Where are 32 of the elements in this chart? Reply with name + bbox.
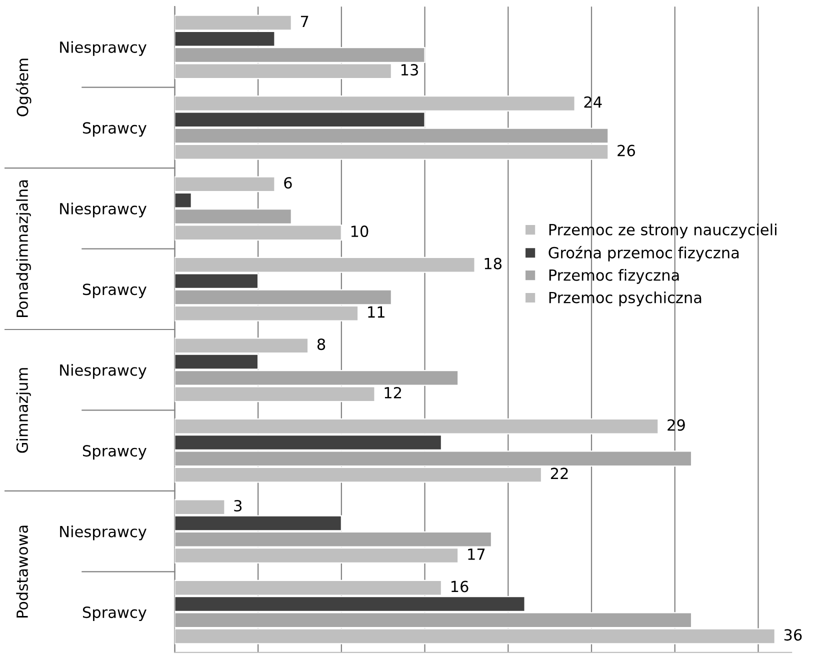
data-label: 26	[618, 144, 635, 156]
data-label: 18	[484, 258, 502, 270]
data-label: 29	[668, 419, 685, 431]
y-tick-label: Sprawcy	[82, 606, 146, 622]
text: Ponadgimnazjalna	[16, 180, 31, 318]
legend-label: Przemoc fizyczna	[549, 269, 679, 284]
y-tick-label: Sprawcy	[82, 445, 146, 460]
data-label: 36	[784, 629, 802, 641]
data-label: 6	[284, 177, 292, 189]
data-label: 24	[584, 96, 602, 108]
y-tick-label: Niesprawcy	[60, 526, 146, 540]
data-label: 17	[468, 548, 485, 560]
y-tick-label: Sprawcy	[82, 284, 146, 298]
data-label: 3	[234, 500, 242, 512]
y-tick-label: Niesprawcy	[60, 202, 146, 218]
data-label: 11	[368, 306, 384, 318]
data-label: 22	[550, 468, 568, 480]
legend-label: Przemoc psychiczna	[549, 291, 702, 306]
data-label: 16	[451, 580, 468, 592]
data-label: 12	[384, 386, 402, 398]
data-label: 8	[317, 338, 326, 350]
legend-label: Groźna przemoc fizyczna	[548, 246, 739, 262]
y-tick-label: Niesprawcy	[60, 41, 146, 56]
y-tick-label: Sprawcy	[82, 122, 146, 137]
y-tick-label: Niesprawcy	[60, 364, 146, 379]
text: Ogółem	[16, 58, 32, 116]
data-label: 7	[301, 16, 308, 27]
data-label: 13	[401, 64, 418, 76]
text: Podstawowa	[16, 526, 28, 618]
legend-label: Przemoc ze strony nauczycieli	[549, 224, 776, 238]
text: Gimnazjum	[16, 368, 31, 453]
data-label: 10	[351, 226, 368, 238]
